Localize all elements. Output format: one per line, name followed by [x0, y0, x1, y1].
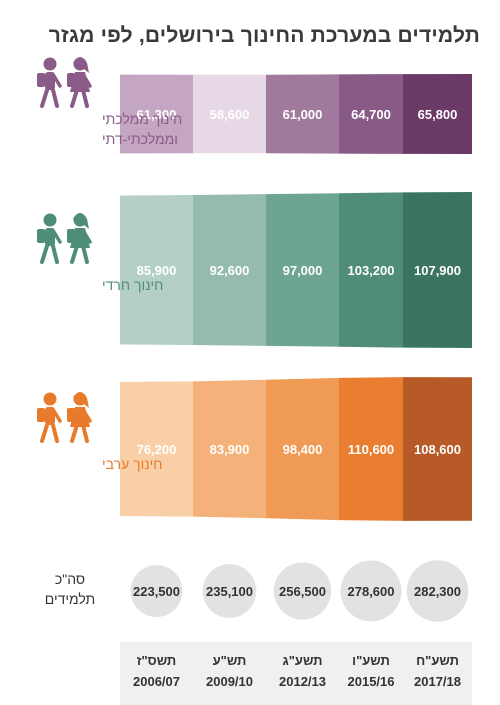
- person-leg-icon: [51, 423, 59, 443]
- backpack-icon: [37, 408, 45, 422]
- person-leg-icon: [81, 244, 89, 264]
- flow-segment: [266, 377, 339, 521]
- year-hebrew-label: תשע"ג: [283, 653, 323, 668]
- person-leg-icon: [51, 244, 59, 264]
- person-hair-icon: [73, 392, 89, 408]
- series-band-3: 76,200 83,900 98,400 110,600 108,600: [120, 377, 472, 521]
- total-circle: [202, 564, 257, 618]
- backpack-icon: [37, 229, 45, 243]
- students-icon: [37, 213, 92, 264]
- flow-segment: [120, 194, 193, 346]
- segment-value-label: 97,000: [283, 263, 323, 278]
- total-circle: [130, 565, 183, 617]
- flow-segment: [193, 74, 266, 154]
- year-hebrew-label: תשע"ו: [352, 653, 390, 668]
- year-hebrew-label: תשס"ז: [137, 653, 177, 668]
- person-head-icon: [43, 57, 57, 71]
- flow-segment: [266, 193, 339, 347]
- person-leg-icon: [70, 423, 79, 443]
- segment-value-label: 76,200: [137, 442, 177, 457]
- flow-segment: [266, 74, 339, 154]
- year-number-label: 2006/07: [133, 674, 180, 689]
- segment-value-label: 110,600: [348, 442, 394, 457]
- flow-segment: [193, 379, 266, 519]
- year-number-label: 2017/18: [414, 674, 461, 689]
- segment-value-label: 108,600: [414, 442, 461, 457]
- year-hebrew-label: תש"ע: [213, 653, 247, 668]
- person-leg-icon: [40, 423, 49, 443]
- category-label: וממלכתי-דתי: [102, 131, 178, 147]
- person-leg-icon: [81, 88, 89, 108]
- flow-segment: [193, 194, 266, 346]
- year-number-label: 2015/16: [348, 674, 395, 689]
- flow-segment: [339, 377, 403, 521]
- total-value-label: 282,300: [414, 584, 461, 599]
- person-leg-icon: [40, 244, 49, 264]
- students-icon: [37, 57, 92, 108]
- flow-segment: [339, 74, 403, 154]
- category-label: חינוך ערבי: [102, 456, 163, 472]
- totals-label: סה"כ: [55, 571, 85, 587]
- segment-value-label: 83,900: [210, 442, 250, 457]
- person-leg-icon: [40, 88, 49, 108]
- person-arm-icon: [52, 230, 62, 244]
- person-arm-icon: [52, 74, 62, 88]
- series-band-2: 85,900 92,600 97,000 103,200 107,900: [120, 192, 472, 348]
- total-circle: [406, 560, 469, 622]
- backpack-icon: [37, 73, 45, 87]
- flow-segment: [403, 74, 472, 154]
- chart-title: תלמידים במערכת החינוך בירושלים, לפי מגזר: [48, 24, 480, 47]
- flow-segment: [120, 74, 193, 154]
- category-label: חינוך חרדי: [102, 277, 163, 293]
- flow-segment: [339, 192, 403, 348]
- segment-value-label: 92,600: [210, 263, 250, 278]
- segment-value-label: 98,400: [283, 442, 323, 457]
- person-head-icon: [43, 213, 57, 227]
- person-leg-icon: [51, 88, 59, 108]
- person-arm-icon: [82, 409, 92, 423]
- person-arm-icon: [82, 74, 92, 88]
- person-hair-icon: [73, 213, 89, 229]
- year-number-label: 2009/10: [206, 674, 253, 689]
- segment-value-label: 61,300: [137, 107, 177, 122]
- segment-value-label: 61,000: [283, 107, 323, 122]
- person-hair-icon: [73, 57, 89, 73]
- year-footer-background: [120, 642, 472, 705]
- year-number-label: 2012/13: [279, 674, 326, 689]
- total-circle: [340, 560, 402, 622]
- total-circle: [273, 562, 332, 620]
- person-leg-icon: [70, 244, 79, 264]
- year-hebrew-label: תשע"ח: [416, 653, 459, 668]
- students-icon: [37, 392, 92, 443]
- segment-value-label: 65,800: [418, 107, 458, 122]
- segment-value-label: 58,600: [210, 107, 250, 122]
- category-label: חינוך ממלכתי: [102, 111, 182, 127]
- segment-value-label: 64,700: [351, 107, 391, 122]
- person-arm-icon: [52, 409, 62, 423]
- person-leg-icon: [70, 88, 79, 108]
- totals-label: תלמידים: [45, 591, 95, 607]
- total-value-label: 256,500: [279, 584, 326, 599]
- flow-segment: [403, 192, 472, 348]
- flow-segment: [120, 381, 193, 517]
- flow-segment: [403, 377, 472, 521]
- person-head-icon: [43, 392, 57, 406]
- series-band-1: 61,300 58,600 61,000 64,700 65,800: [120, 74, 472, 154]
- segment-value-label: 103,200: [348, 263, 395, 278]
- total-value-label: 235,100: [206, 584, 253, 599]
- person-arm-icon: [82, 230, 92, 244]
- person-leg-icon: [81, 423, 89, 443]
- total-value-label: 223,500: [133, 584, 180, 599]
- total-value-label: 278,600: [348, 584, 395, 599]
- totals-row: 223,500 235,100 256,500 278,600 282,300: [130, 560, 469, 622]
- segment-value-label: 85,900: [137, 263, 177, 278]
- segment-value-label: 107,900: [414, 263, 461, 278]
